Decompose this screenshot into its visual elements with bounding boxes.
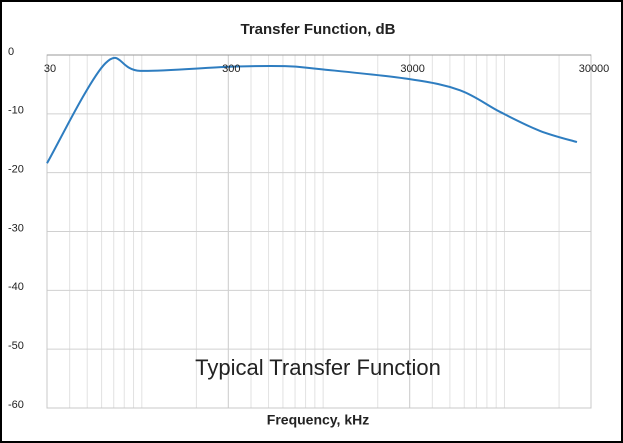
y-tick-label: -50 (8, 340, 24, 352)
y-tick-label: -40 (8, 281, 24, 293)
x-tick-label: 30 (44, 63, 56, 75)
y-tick-label: -30 (8, 222, 24, 234)
y-tick-label: -10 (8, 105, 24, 117)
x-tick-label: 30000 (579, 63, 610, 75)
annotation: Typical Transfer Function (195, 355, 441, 380)
x-tick-label: 3000 (400, 63, 424, 75)
series-line (46, 56, 578, 164)
grid (46, 54, 592, 409)
marks (46, 56, 578, 164)
y-tick-label: -20 (8, 164, 24, 176)
x-tick-label: 300 (222, 63, 240, 75)
x-axis-label: Frequency, kHz (267, 412, 369, 428)
y-tick-label: -60 (8, 399, 24, 411)
chart-title: Transfer Function, dB (240, 21, 395, 38)
y-tick-label: 0 (8, 46, 14, 58)
